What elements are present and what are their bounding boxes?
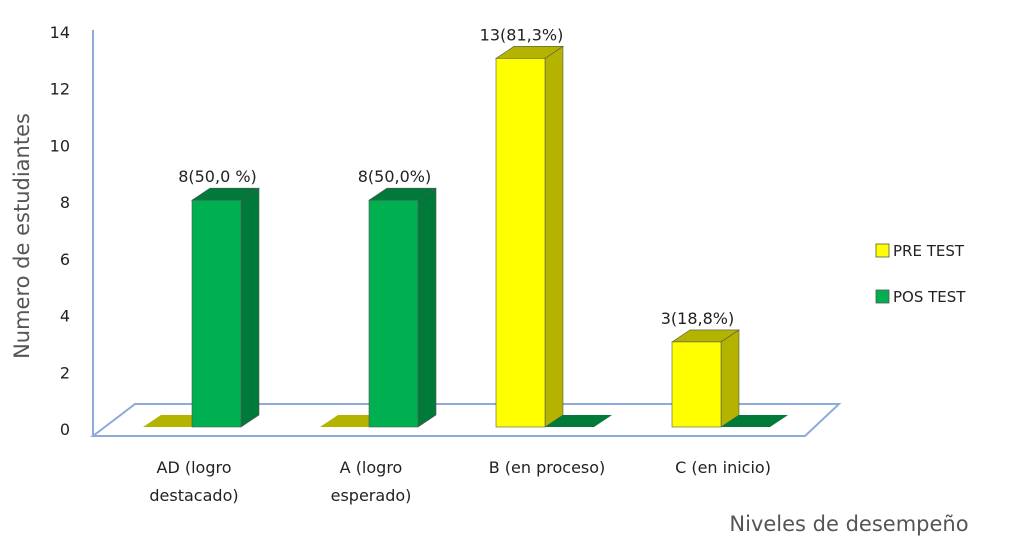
legend: PRE TEST POS TEST <box>875 242 966 306</box>
bar-side <box>544 45 564 428</box>
data-label: 3(18,8%) <box>661 309 735 328</box>
bar-side <box>720 329 740 428</box>
bar-front <box>495 58 546 428</box>
data-label: 8(50,0 %) <box>178 167 257 186</box>
bar <box>495 45 564 428</box>
y-tick-label: 6 <box>60 250 70 269</box>
x-tick-label: C (en inicio) <box>675 458 771 477</box>
y-tick-label: 12 <box>50 80 70 99</box>
legend-item: PRE TEST <box>875 242 965 260</box>
data-label: 8(50,0%) <box>358 167 432 186</box>
bar-top <box>721 415 788 427</box>
data-label: 13(81,3%) <box>480 25 564 44</box>
bar <box>368 187 437 428</box>
bar-front <box>191 199 242 428</box>
data-labels-group: 8(50,0 %) 8(50,0%) 13(81,3%) 3(18,8%) <box>178 25 734 328</box>
bar-front <box>368 199 419 428</box>
y-tick-label: 2 <box>60 363 70 382</box>
bar-front <box>671 341 722 428</box>
bar <box>191 187 260 428</box>
bar-side <box>417 187 437 428</box>
floor-group <box>90 403 842 437</box>
legend-item: POS TEST <box>875 288 966 306</box>
y-tick-label: 10 <box>50 136 70 155</box>
x-axis-title: Niveles de desempeño <box>729 512 968 536</box>
y-tick-label: 8 <box>60 193 70 212</box>
y-tick-label: 14 <box>50 23 70 42</box>
legend-label: POS TEST <box>893 288 966 306</box>
x-tick-label: A (logro esperado) <box>331 458 412 505</box>
x-tick-label: AD (logro destacado) <box>149 458 238 505</box>
bar-side <box>240 187 260 428</box>
y-tick-label: 4 <box>60 307 70 326</box>
x-tick-label: B (en proceso) <box>489 458 606 477</box>
category-labels-group: AD (logro destacado) A (logro esperado) B (e… <box>149 458 771 505</box>
y-axis-title: Numero de estudiantes <box>10 113 34 359</box>
bar-top <box>545 415 612 427</box>
legend-label: PRE TEST <box>893 242 965 260</box>
y-tick-label: 0 <box>60 420 70 439</box>
legend-swatch <box>875 289 890 304</box>
bars-group <box>143 45 788 428</box>
legend-swatch <box>875 243 890 258</box>
bar <box>671 329 740 428</box>
y-axis-group: 0 2 4 6 8 10 12 14 <box>50 23 94 439</box>
chart-floor <box>90 403 842 437</box>
bar <box>721 415 788 427</box>
bar <box>545 415 612 427</box>
